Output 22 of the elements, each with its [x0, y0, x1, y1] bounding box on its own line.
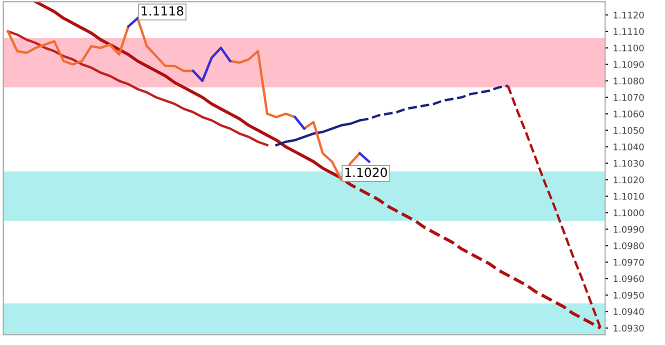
y-tick-label: 1.1040: [614, 143, 644, 150]
y-tick-label: 1.1060: [614, 110, 644, 118]
y-tick-label: 1.1000: [614, 209, 644, 216]
y-tick-label: 1.0970: [614, 258, 644, 266]
data-label: 1.1118: [142, 6, 184, 16]
y-tick-label: 1.0980: [614, 242, 644, 250]
y-tick-label: 1.0940: [614, 308, 644, 316]
y-tick-label: 1.1030: [614, 160, 644, 167]
y-tick-label: 1.1080: [614, 78, 644, 84]
y-tick-label: 1.0950: [614, 292, 644, 299]
y-tick-label: 1.1020: [614, 176, 644, 184]
y-tick-label: 1.1110: [614, 28, 644, 35]
y-tick-label: 1.1070: [614, 94, 644, 101]
data-label: 1.1020: [345, 168, 387, 178]
y-tick-label: 1.0960: [614, 275, 644, 282]
y-tick-label: 1.0990: [614, 226, 644, 233]
y-tick-label: 1.1010: [614, 192, 644, 200]
y-tick-label: 1.1050: [614, 127, 644, 134]
y-tick-label: 1.1120: [614, 12, 644, 18]
y-tick-label: 1.1090: [614, 61, 644, 68]
y-tick-label: 1.0930: [614, 324, 644, 332]
y-tick-label: 1.1100: [614, 44, 644, 52]
